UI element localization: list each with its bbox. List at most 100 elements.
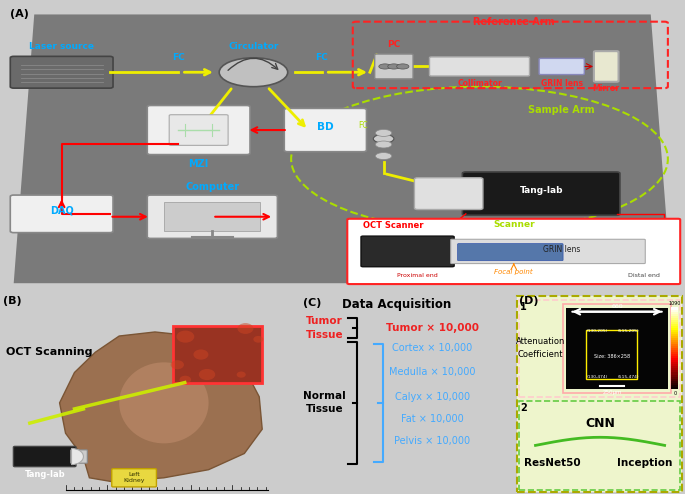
- Text: Collimator: Collimator: [457, 80, 502, 88]
- Circle shape: [373, 134, 394, 143]
- Polygon shape: [60, 332, 262, 482]
- Bar: [671, 350, 678, 352]
- Text: (A): (A): [10, 9, 29, 19]
- FancyBboxPatch shape: [594, 51, 619, 82]
- Text: Mirror: Mirror: [593, 84, 620, 93]
- Circle shape: [193, 349, 208, 360]
- Text: Pelvis × 10,000: Pelvis × 10,000: [395, 436, 471, 447]
- Text: GRIN lens: GRIN lens: [540, 80, 583, 88]
- Text: Size: 386×258: Size: 386×258: [594, 354, 630, 359]
- Bar: [671, 328, 678, 330]
- FancyBboxPatch shape: [71, 450, 87, 463]
- Bar: [671, 340, 678, 342]
- Text: ResNet50: ResNet50: [524, 457, 581, 468]
- Bar: [671, 334, 678, 336]
- Text: OCT Scanner: OCT Scanner: [363, 221, 423, 230]
- Text: Inception: Inception: [616, 457, 672, 468]
- Text: Laser source: Laser source: [29, 41, 94, 50]
- Bar: [671, 336, 678, 338]
- Text: OCT Scanning: OCT Scanning: [6, 347, 92, 357]
- Text: (D): (D): [519, 295, 538, 305]
- Text: (B): (B): [3, 295, 22, 305]
- Bar: [671, 352, 678, 354]
- Bar: [671, 374, 678, 376]
- Text: (515,205): (515,205): [617, 329, 639, 333]
- FancyBboxPatch shape: [147, 195, 277, 239]
- Bar: [671, 316, 678, 318]
- FancyBboxPatch shape: [375, 54, 413, 79]
- Text: Left
Kidney: Left Kidney: [123, 472, 145, 483]
- Bar: [671, 344, 678, 346]
- Circle shape: [177, 330, 195, 343]
- Bar: [671, 356, 678, 358]
- Bar: [566, 308, 668, 389]
- Text: Computer: Computer: [185, 182, 240, 192]
- Bar: [671, 382, 678, 385]
- Bar: [671, 362, 678, 365]
- Text: Circulator: Circulator: [228, 41, 279, 50]
- FancyBboxPatch shape: [10, 56, 113, 88]
- Text: 660: 660: [611, 304, 623, 309]
- Bar: [671, 372, 678, 374]
- Text: 250μm: 250μm: [602, 390, 622, 395]
- FancyBboxPatch shape: [14, 447, 76, 467]
- Bar: [671, 358, 678, 360]
- Ellipse shape: [119, 363, 208, 444]
- Text: Attenuation
Coefficient: Attenuation Coefficient: [516, 337, 565, 359]
- Bar: [671, 307, 678, 310]
- Text: Tumor
Tissue: Tumor Tissue: [306, 316, 343, 339]
- Bar: [671, 384, 678, 387]
- Polygon shape: [14, 14, 671, 283]
- Text: Focal point: Focal point: [495, 269, 533, 275]
- Circle shape: [388, 64, 400, 69]
- FancyBboxPatch shape: [429, 57, 530, 76]
- Text: Tumor × 10,000: Tumor × 10,000: [386, 323, 479, 333]
- Bar: [671, 386, 678, 389]
- FancyBboxPatch shape: [10, 195, 113, 233]
- Bar: [671, 364, 678, 367]
- FancyBboxPatch shape: [451, 239, 645, 264]
- Circle shape: [236, 371, 246, 378]
- Bar: [671, 320, 678, 322]
- Text: GRIN lens: GRIN lens: [543, 246, 580, 254]
- Text: Data Acquisition: Data Acquisition: [342, 297, 451, 311]
- Bar: [671, 378, 678, 380]
- Bar: [671, 346, 678, 348]
- Bar: [671, 338, 678, 340]
- Text: Fat × 10,000: Fat × 10,000: [401, 414, 464, 424]
- Text: Proximal end: Proximal end: [397, 273, 438, 278]
- FancyBboxPatch shape: [539, 58, 584, 75]
- Text: Reference Arm: Reference Arm: [473, 17, 555, 27]
- Bar: [671, 342, 678, 344]
- FancyBboxPatch shape: [516, 295, 682, 492]
- FancyBboxPatch shape: [112, 469, 156, 487]
- Circle shape: [171, 360, 184, 370]
- Text: 2: 2: [520, 403, 527, 413]
- Text: Scanner: Scanner: [493, 220, 534, 229]
- FancyBboxPatch shape: [173, 326, 262, 382]
- Circle shape: [253, 336, 263, 343]
- Text: CNN: CNN: [585, 416, 615, 430]
- Bar: [671, 309, 678, 312]
- Bar: [671, 326, 678, 328]
- Text: Normal
Tissue: Normal Tissue: [303, 391, 346, 414]
- Text: Sample Arm: Sample Arm: [528, 105, 595, 115]
- Bar: [671, 368, 678, 370]
- Bar: [671, 332, 678, 334]
- Text: 1: 1: [520, 301, 527, 312]
- Text: (515,474): (515,474): [618, 374, 639, 378]
- FancyBboxPatch shape: [414, 178, 483, 209]
- FancyBboxPatch shape: [284, 108, 366, 152]
- FancyBboxPatch shape: [147, 106, 250, 155]
- Circle shape: [199, 369, 215, 380]
- Circle shape: [238, 323, 253, 334]
- Text: FC: FC: [316, 53, 328, 62]
- Circle shape: [375, 129, 392, 136]
- Bar: [671, 314, 678, 316]
- Text: MZI: MZI: [188, 159, 209, 169]
- Text: Calyx × 10,000: Calyx × 10,000: [395, 392, 470, 402]
- Circle shape: [219, 58, 288, 87]
- Text: FC: FC: [172, 53, 184, 62]
- Bar: [671, 329, 678, 332]
- Bar: [671, 348, 678, 350]
